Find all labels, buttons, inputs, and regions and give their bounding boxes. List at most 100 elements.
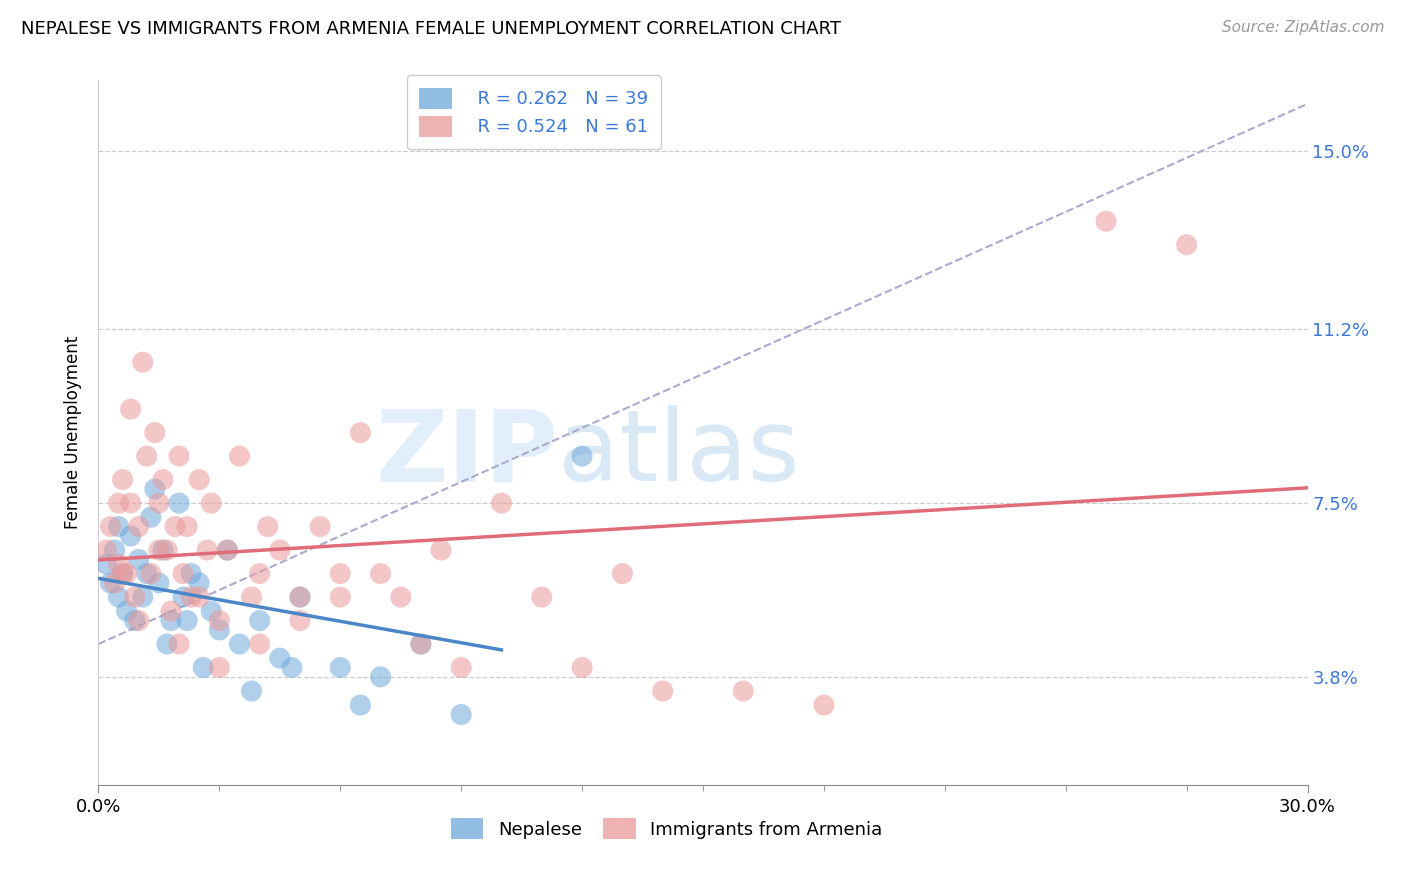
Point bbox=[132, 590, 155, 604]
Point bbox=[143, 425, 166, 440]
Point bbox=[249, 637, 271, 651]
Point bbox=[167, 496, 190, 510]
Point bbox=[111, 566, 134, 581]
Point bbox=[100, 576, 122, 591]
Point bbox=[128, 614, 150, 628]
Point bbox=[115, 566, 138, 581]
Point bbox=[329, 566, 352, 581]
Point bbox=[217, 543, 239, 558]
Legend: Nepalese, Immigrants from Armenia: Nepalese, Immigrants from Armenia bbox=[444, 811, 890, 847]
Point bbox=[124, 614, 146, 628]
Point bbox=[107, 496, 129, 510]
Point bbox=[409, 637, 432, 651]
Point bbox=[111, 566, 134, 581]
Point bbox=[240, 590, 263, 604]
Point bbox=[163, 519, 186, 533]
Point bbox=[96, 557, 118, 571]
Point bbox=[389, 590, 412, 604]
Point bbox=[135, 566, 157, 581]
Point bbox=[160, 604, 183, 618]
Point bbox=[180, 590, 202, 604]
Point bbox=[430, 543, 453, 558]
Point bbox=[733, 684, 755, 698]
Point bbox=[167, 449, 190, 463]
Point bbox=[491, 496, 513, 510]
Point bbox=[132, 355, 155, 369]
Point bbox=[200, 496, 222, 510]
Point bbox=[450, 707, 472, 722]
Point bbox=[249, 614, 271, 628]
Point bbox=[269, 543, 291, 558]
Point bbox=[156, 543, 179, 558]
Point bbox=[143, 482, 166, 496]
Y-axis label: Female Unemployment: Female Unemployment bbox=[63, 336, 82, 529]
Point bbox=[240, 684, 263, 698]
Point bbox=[217, 543, 239, 558]
Point bbox=[167, 637, 190, 651]
Point bbox=[329, 590, 352, 604]
Point bbox=[148, 496, 170, 510]
Point bbox=[124, 590, 146, 604]
Point bbox=[370, 670, 392, 684]
Point bbox=[120, 529, 142, 543]
Point bbox=[135, 449, 157, 463]
Point bbox=[530, 590, 553, 604]
Point bbox=[188, 473, 211, 487]
Point bbox=[249, 566, 271, 581]
Point bbox=[208, 660, 231, 674]
Point bbox=[188, 590, 211, 604]
Text: ZIP: ZIP bbox=[375, 405, 558, 502]
Point bbox=[115, 604, 138, 618]
Point bbox=[288, 590, 311, 604]
Point bbox=[193, 660, 215, 674]
Point bbox=[228, 637, 250, 651]
Point bbox=[571, 660, 593, 674]
Point bbox=[100, 519, 122, 533]
Point bbox=[107, 557, 129, 571]
Point bbox=[103, 543, 125, 558]
Point bbox=[139, 566, 162, 581]
Point bbox=[288, 590, 311, 604]
Point bbox=[228, 449, 250, 463]
Point bbox=[180, 566, 202, 581]
Point bbox=[1175, 237, 1198, 252]
Point bbox=[152, 543, 174, 558]
Point bbox=[269, 651, 291, 665]
Point bbox=[128, 552, 150, 566]
Point bbox=[208, 623, 231, 637]
Point bbox=[107, 519, 129, 533]
Text: Source: ZipAtlas.com: Source: ZipAtlas.com bbox=[1222, 20, 1385, 35]
Point bbox=[107, 590, 129, 604]
Point bbox=[111, 473, 134, 487]
Point bbox=[571, 449, 593, 463]
Point bbox=[176, 519, 198, 533]
Point bbox=[152, 473, 174, 487]
Point bbox=[612, 566, 634, 581]
Point bbox=[156, 637, 179, 651]
Point bbox=[160, 614, 183, 628]
Point bbox=[309, 519, 332, 533]
Point bbox=[148, 543, 170, 558]
Point bbox=[195, 543, 218, 558]
Point bbox=[349, 425, 371, 440]
Point bbox=[651, 684, 673, 698]
Point bbox=[96, 543, 118, 558]
Point bbox=[329, 660, 352, 674]
Point bbox=[256, 519, 278, 533]
Point bbox=[176, 614, 198, 628]
Point bbox=[172, 590, 194, 604]
Point bbox=[128, 519, 150, 533]
Point bbox=[172, 566, 194, 581]
Point bbox=[200, 604, 222, 618]
Point bbox=[1095, 214, 1118, 228]
Point bbox=[409, 637, 432, 651]
Point bbox=[120, 402, 142, 417]
Text: atlas: atlas bbox=[558, 405, 800, 502]
Point bbox=[813, 698, 835, 712]
Point bbox=[450, 660, 472, 674]
Point bbox=[103, 576, 125, 591]
Text: NEPALESE VS IMMIGRANTS FROM ARMENIA FEMALE UNEMPLOYMENT CORRELATION CHART: NEPALESE VS IMMIGRANTS FROM ARMENIA FEMA… bbox=[21, 20, 841, 37]
Point bbox=[208, 614, 231, 628]
Point bbox=[370, 566, 392, 581]
Point bbox=[288, 614, 311, 628]
